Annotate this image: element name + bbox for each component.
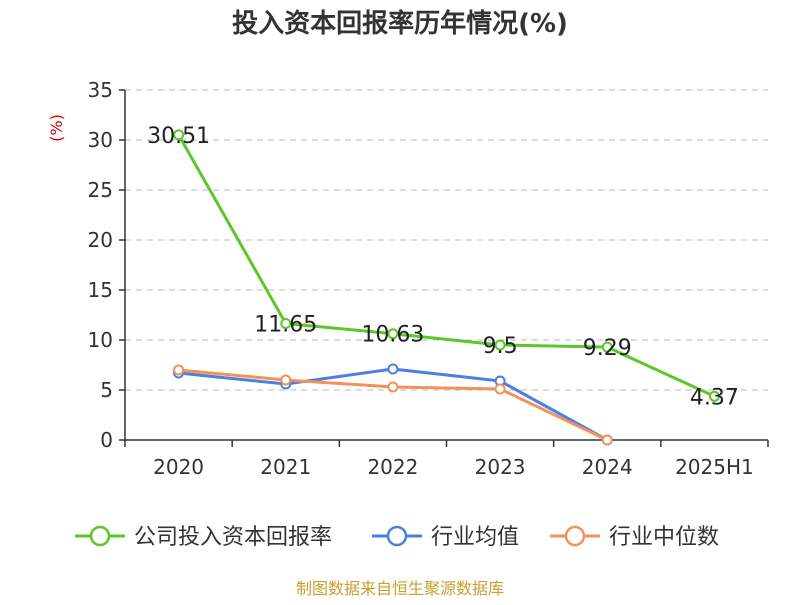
grid-lines: [125, 89, 768, 391]
legend-label: 行业均值: [431, 525, 519, 550]
legend-marker: [564, 525, 586, 547]
legend-label: 公司投入资本回报率: [134, 525, 332, 550]
data-point[interactable]: [173, 364, 185, 376]
data-point[interactable]: [387, 328, 399, 340]
legend[interactable]: 公司投入资本回报率 行业均值 行业中位数: [75, 525, 719, 550]
y-axis-label: (%): [47, 114, 66, 142]
legend-item[interactable]: 公司投入资本回报率: [75, 525, 332, 550]
x-tick-label: 2023: [475, 455, 526, 479]
data-point[interactable]: [601, 341, 613, 353]
y-tick-label: 10: [88, 328, 113, 352]
x-tick-label: 2024: [582, 455, 633, 479]
legend-label: 行业中位数: [609, 525, 719, 550]
series-lines: [173, 129, 720, 446]
chart-title: 投入资本回报率历年情况(%): [232, 8, 568, 39]
data-label: 11.65: [254, 313, 317, 338]
data-point[interactable]: [494, 339, 506, 351]
y-tick-label: 30: [88, 128, 113, 152]
y-tick-label: 35: [88, 78, 113, 102]
data-point[interactable]: [387, 381, 399, 393]
data-point[interactable]: [601, 434, 613, 446]
data-point[interactable]: [494, 383, 506, 395]
data-point[interactable]: [280, 318, 292, 329]
data-labels: 30.51 11.65 10.63 9.5 9.29 4.37: [147, 124, 739, 410]
data-label: 4.37: [690, 385, 739, 410]
y-tick-label: 5: [100, 378, 113, 402]
series-line: [177, 134, 716, 398]
legend-marker: [89, 525, 111, 547]
y-tick-label: 25: [88, 178, 113, 202]
data-point[interactable]: [280, 374, 292, 386]
legend-item[interactable]: 行业中位数: [550, 525, 719, 550]
data-label: 9.29: [583, 336, 632, 361]
y-tick-label: 0: [100, 428, 113, 452]
legend-item[interactable]: 行业均值: [372, 525, 519, 550]
axes: 0 5 10 15 20 25 30 35 2020 2021 2022 2023 2024 2025H1: [88, 78, 769, 479]
y-tick-label: 15: [88, 278, 113, 302]
x-tick-label: 2021: [260, 455, 311, 479]
data-label: 30.51: [147, 124, 210, 149]
source-note: 制图数据来自恒生聚源数据库: [296, 579, 504, 598]
y-tick-label: 20: [88, 228, 113, 252]
x-tick-label: 2022: [367, 455, 418, 479]
series-line: [178, 367, 608, 442]
data-point[interactable]: [708, 390, 720, 402]
legend-marker: [386, 525, 408, 547]
data-label: 9.5: [483, 334, 518, 359]
x-tick-label: 2020: [153, 455, 204, 479]
data-point[interactable]: [387, 363, 399, 375]
data-point[interactable]: [173, 129, 185, 141]
x-tick-label: 2025H1: [675, 455, 754, 479]
data-label: 10.63: [361, 323, 424, 348]
